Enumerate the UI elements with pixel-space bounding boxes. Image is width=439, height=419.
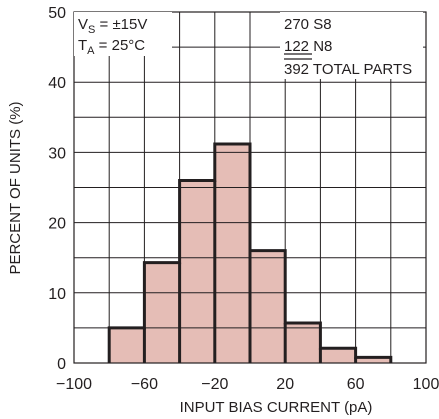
histogram-bar-2 bbox=[144, 262, 180, 363]
ambient-temperature-label: TA = 25°C bbox=[78, 37, 145, 57]
x-tick-label: −100 bbox=[56, 376, 92, 393]
histogram-bars bbox=[109, 143, 391, 363]
parts-count-box: 270 S8 122 N8 392 TOTAL PARTS bbox=[280, 12, 423, 79]
plot-frame bbox=[73, 11, 427, 364]
histogram-bar-8 bbox=[355, 357, 391, 363]
parts-n8-label: 122 N8 bbox=[284, 38, 332, 55]
y-tick-label: 10 bbox=[48, 286, 66, 303]
histogram-bar-4 bbox=[214, 143, 250, 363]
histogram-bar-3 bbox=[179, 180, 215, 363]
y-tick-label: 40 bbox=[48, 75, 66, 92]
histogram-outline bbox=[107, 142, 393, 363]
histogram-outline-path bbox=[107, 142, 393, 363]
y-tick-label: 30 bbox=[48, 145, 66, 162]
conditions-box-background bbox=[74, 12, 172, 56]
y-tick-label: 0 bbox=[57, 356, 66, 373]
x-tick-label: 20 bbox=[276, 376, 294, 393]
conditions-box: VS = ±15V TA = 25°C bbox=[74, 12, 172, 57]
x-tick-label: 60 bbox=[347, 376, 365, 393]
x-tick-label: −60 bbox=[131, 376, 158, 393]
parts-total-label: 392 TOTAL PARTS bbox=[284, 61, 412, 78]
histogram-bar-1 bbox=[109, 327, 145, 363]
histogram-bar-5 bbox=[250, 250, 286, 363]
supply-voltage-label: VS = ±15V bbox=[78, 16, 147, 36]
parts-s8-label: 270 S8 bbox=[284, 16, 332, 33]
parts-box-background bbox=[280, 12, 423, 79]
x-tick-label: 100 bbox=[413, 376, 439, 393]
y-tick-label: 20 bbox=[48, 216, 66, 233]
x-tick-labels: −100 −60 −20 20 60 100 bbox=[56, 376, 439, 393]
histogram-bar-7 bbox=[320, 348, 356, 363]
y-tick-label: 50 bbox=[48, 5, 66, 22]
y-tick-labels: 0 10 20 30 40 50 bbox=[48, 5, 66, 373]
plot-border bbox=[73, 11, 427, 364]
y-axis-title: PERCENT OF UNITS (%) bbox=[7, 101, 24, 274]
x-tick-label: −20 bbox=[201, 376, 228, 393]
histogram-bar-6 bbox=[285, 322, 321, 363]
x-axis-title: INPUT BIAS CURRENT (pA) bbox=[180, 399, 373, 416]
